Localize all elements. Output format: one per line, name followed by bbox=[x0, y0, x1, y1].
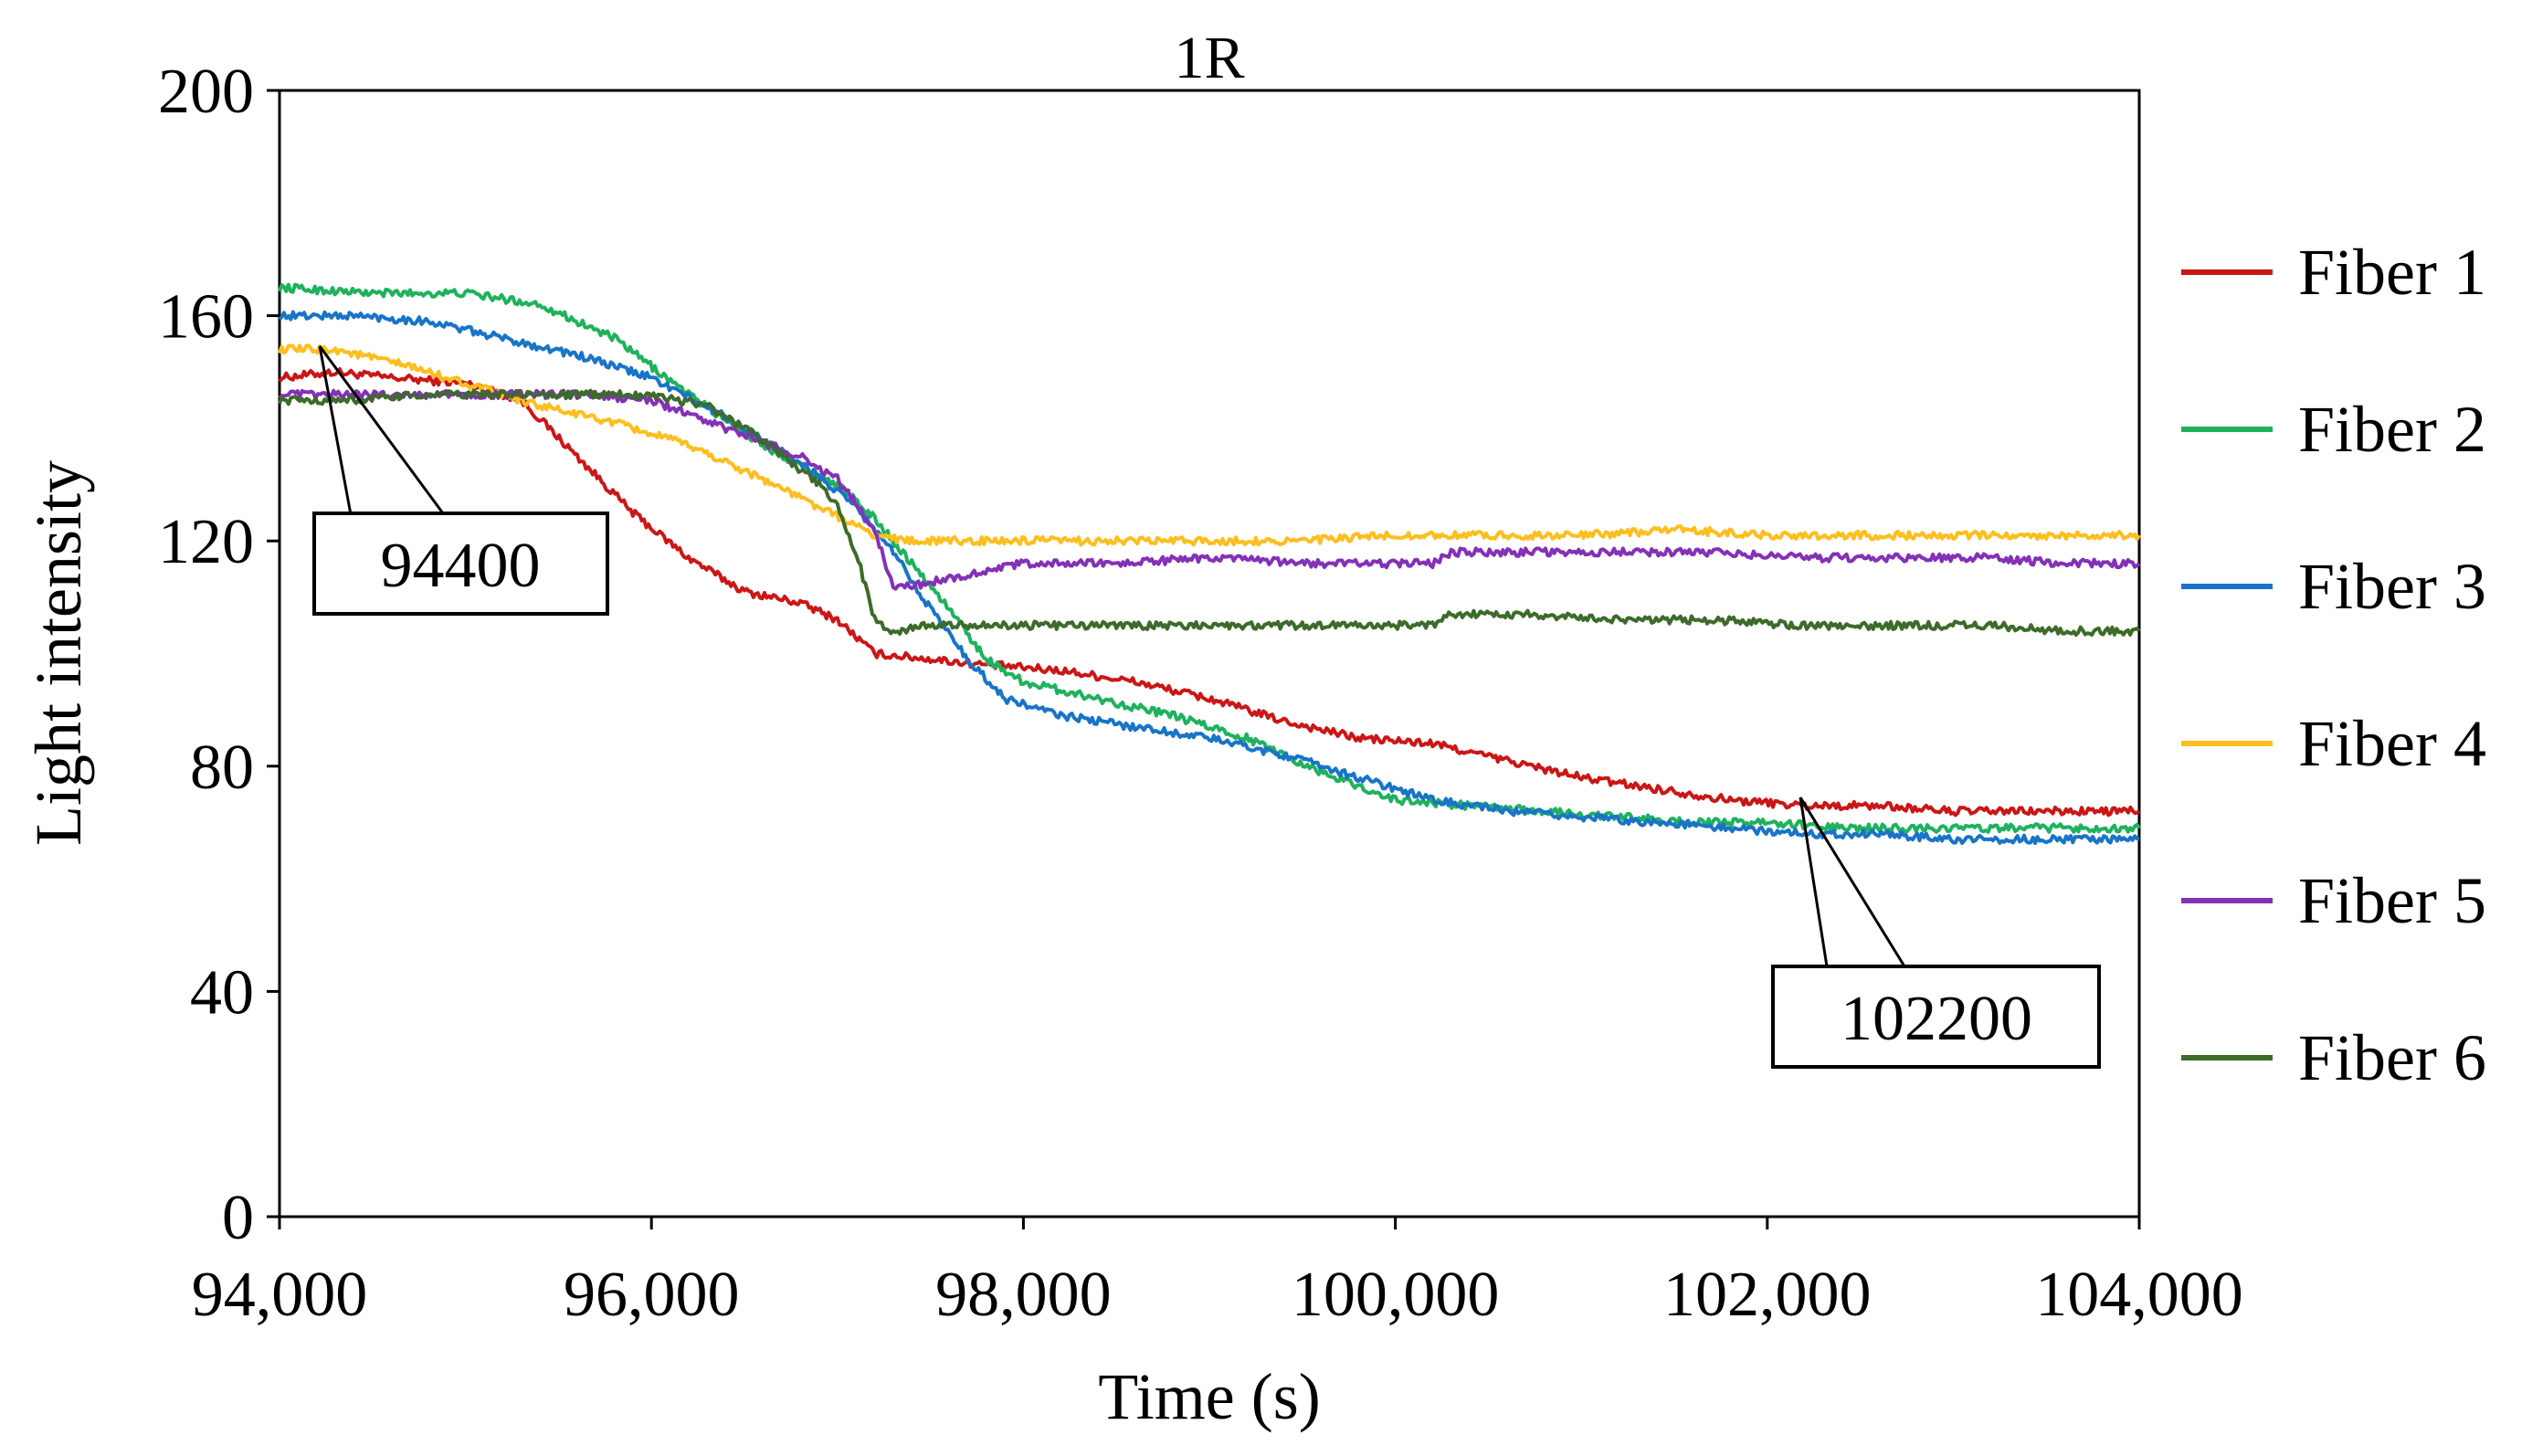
annotation-leader-right bbox=[1799, 797, 1906, 967]
y-axis-ticks: 0 40 80 120 160 200 bbox=[158, 57, 280, 1253]
series-line-fiber-6 bbox=[278, 388, 2141, 638]
y-tick-label: 200 bbox=[158, 57, 254, 127]
legend-item-fiber-1: Fiber 1 bbox=[2181, 236, 2486, 309]
x-tick-label: 104,000 bbox=[2035, 1260, 2243, 1330]
x-tick-label: 100,000 bbox=[1292, 1260, 1500, 1330]
x-tick-label: 102,000 bbox=[1663, 1260, 1872, 1330]
annotation-label-102200: 102200 bbox=[1841, 984, 2032, 1054]
annotation-94400: 94400 bbox=[312, 345, 609, 616]
legend-label: Fiber 6 bbox=[2298, 1021, 2486, 1094]
y-tick-label: 80 bbox=[190, 733, 254, 803]
legend-label: Fiber 1 bbox=[2298, 236, 2486, 309]
annotation-102200: 102200 bbox=[1771, 797, 2101, 1069]
legend-item-fiber-5: Fiber 5 bbox=[2181, 864, 2486, 937]
series-layer bbox=[278, 282, 2141, 846]
x-tick-label: 94,000 bbox=[192, 1260, 368, 1330]
y-tick-label: 40 bbox=[190, 957, 254, 1028]
series-line-fiber-1 bbox=[278, 367, 2141, 818]
legend-item-fiber-4: Fiber 4 bbox=[2181, 707, 2486, 780]
series-line-fiber-3 bbox=[278, 310, 2140, 846]
x-axis-label: Time (s) bbox=[1098, 1360, 1320, 1433]
y-axis-label: Light intensity bbox=[22, 460, 95, 846]
legend-item-fiber-2: Fiber 2 bbox=[2181, 393, 2486, 466]
legend-label: Fiber 4 bbox=[2298, 707, 2486, 780]
x-axis-ticks: 94,000 96,000 98,000 100,000 102,000 104,000 bbox=[192, 1217, 2243, 1330]
annotation-box-102200 bbox=[1771, 965, 2101, 1069]
annotation-box-94400 bbox=[312, 512, 609, 616]
annotation-leader-right bbox=[318, 345, 445, 514]
chart-title: 1R bbox=[1174, 25, 1244, 91]
annotation-leader-left bbox=[1799, 797, 1829, 967]
legend-label: Fiber 2 bbox=[2298, 393, 2486, 466]
legend-item-fiber-6: Fiber 6 bbox=[2181, 1021, 2486, 1094]
x-tick-label: 96,000 bbox=[564, 1260, 740, 1330]
x-tick-label: 98,000 bbox=[935, 1260, 1112, 1330]
legend: Fiber 1 Fiber 2 Fiber 3 Fiber 4 Fiber 5 Fiber… bbox=[2181, 236, 2486, 1094]
y-tick-label: 120 bbox=[158, 507, 254, 577]
legend-item-fiber-3: Fiber 3 bbox=[2181, 550, 2486, 623]
series-line-fiber-2 bbox=[278, 282, 2141, 834]
legend-label: Fiber 3 bbox=[2298, 550, 2486, 623]
y-tick-label: 160 bbox=[158, 282, 254, 353]
series-line-fiber-4 bbox=[278, 343, 2141, 547]
y-tick-label: 0 bbox=[222, 1183, 254, 1253]
annotation-label-94400: 94400 bbox=[381, 531, 541, 601]
legend-label: Fiber 5 bbox=[2298, 864, 2486, 937]
